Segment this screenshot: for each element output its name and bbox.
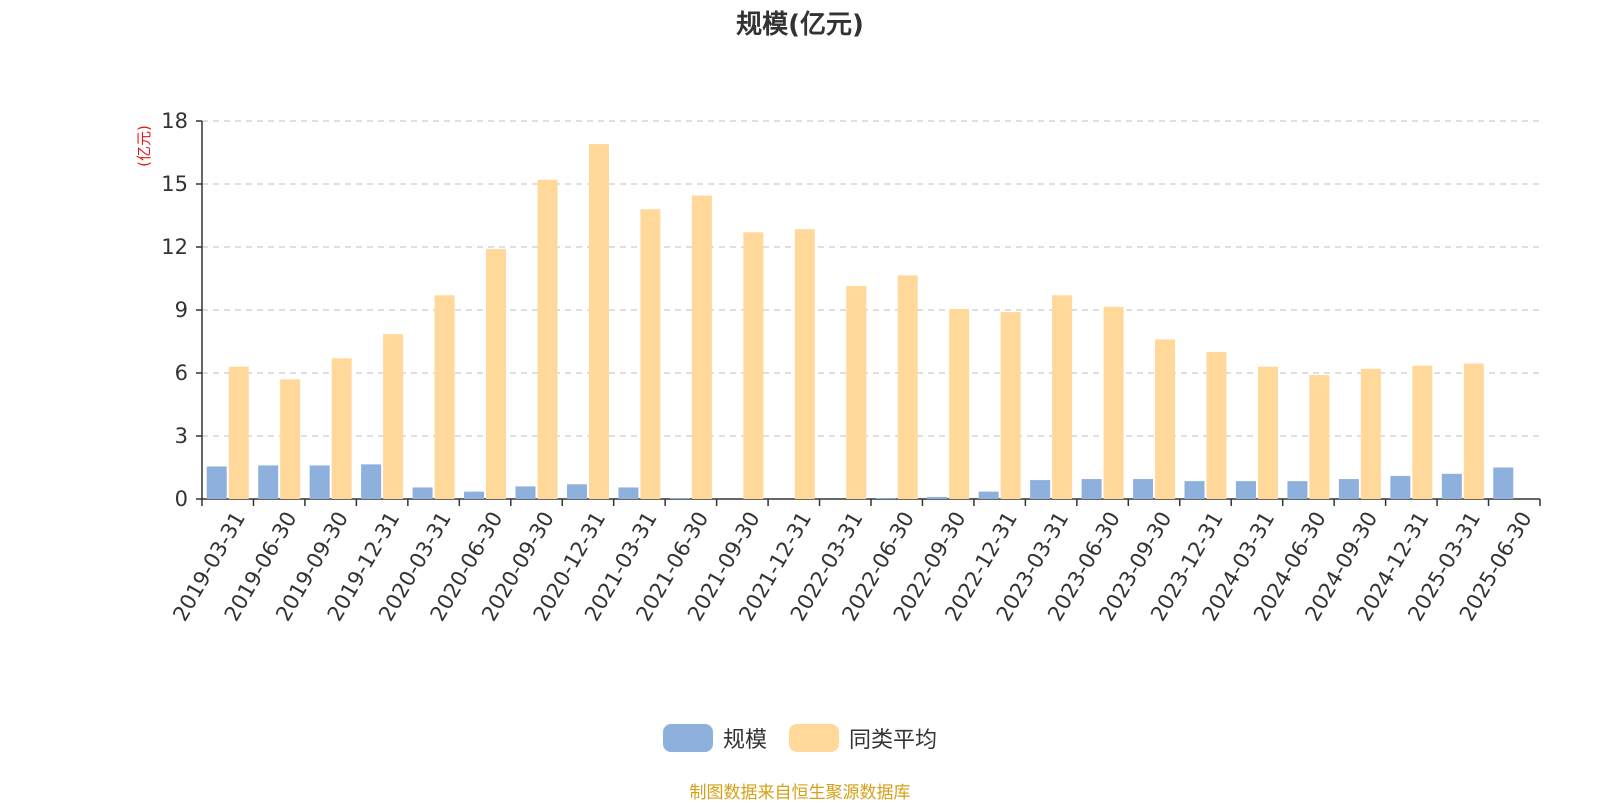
bar-peer-average	[331, 358, 352, 499]
y-tick-label: 0	[175, 487, 188, 511]
bar-scale	[1184, 481, 1205, 499]
bar-scale	[1493, 467, 1514, 499]
bar-peer-average	[434, 295, 455, 499]
bar-scale	[1390, 475, 1411, 499]
bar-peer-average	[1206, 352, 1227, 499]
bar-scale	[258, 465, 279, 499]
bar-scale	[1081, 479, 1102, 499]
bar-scale	[464, 491, 485, 499]
bar-scale	[669, 497, 690, 499]
y-tick-label: 9	[175, 298, 188, 322]
y-axis-unit-label: (亿元)	[135, 125, 153, 167]
bar-peer-average	[1463, 363, 1484, 499]
y-tick-label: 18	[161, 109, 188, 133]
bar-peer-average	[1155, 339, 1176, 499]
bar-peer-average	[1412, 365, 1433, 499]
legend-swatch-scale	[662, 724, 713, 752]
bar-peer-average	[1000, 312, 1021, 499]
bar-peer-average	[640, 209, 661, 499]
bar-peer-average	[537, 179, 558, 500]
y-tick-label: 12	[161, 235, 188, 259]
bar-peer-average	[794, 229, 815, 499]
bar-peer-average	[588, 144, 609, 499]
bar-scale	[978, 491, 999, 499]
bar-scale	[1235, 481, 1256, 499]
bar-scale	[1133, 479, 1154, 499]
legend-label-peer-average: 同类平均	[849, 728, 938, 753]
bar-scale	[1441, 473, 1462, 499]
bar-peer-average	[1103, 306, 1124, 499]
bar-peer-average	[1052, 295, 1073, 499]
legend-label-scale: 规模	[722, 728, 767, 753]
bar-peer-average	[897, 275, 918, 499]
legend: 规模 同类平均	[0, 722, 1600, 754]
bar-scale	[515, 486, 536, 499]
bar-peer-average	[383, 334, 404, 499]
bar-scale	[361, 464, 382, 499]
bar-peer-average	[1309, 375, 1330, 499]
legend-item-scale[interactable]: 规模	[662, 722, 767, 754]
bar-scale	[309, 465, 330, 499]
bar-scale	[566, 484, 587, 499]
y-tick-label: 3	[175, 424, 188, 448]
bar-scale	[1287, 481, 1308, 499]
bar-scale	[206, 466, 227, 499]
source-note: 制图数据来自恒生聚源数据库	[689, 783, 911, 803]
y-tick-label: 6	[175, 361, 188, 385]
bar-scale	[875, 497, 896, 499]
bar-scale	[1338, 479, 1359, 499]
y-tick-label: 15	[161, 172, 188, 196]
legend-swatch-peer-average	[789, 724, 839, 752]
bar-peer-average	[486, 249, 507, 499]
bar-peer-average	[280, 379, 301, 499]
bar-peer-average	[743, 232, 764, 500]
bar-peer-average	[228, 366, 249, 499]
bar-peer-average	[1257, 366, 1278, 499]
bar-peer-average	[949, 308, 970, 499]
bar-scale	[618, 487, 639, 499]
bar-peer-average	[846, 285, 867, 499]
bar-scale	[412, 487, 433, 499]
bar-chart: 0369121518(亿元)2019-03-312019-06-302019-0…	[135, 109, 1541, 625]
bar-peer-average	[691, 195, 712, 500]
legend-item-peer-average[interactable]: 同类平均	[789, 722, 937, 754]
bar-scale	[927, 496, 948, 499]
bar-scale	[1030, 480, 1051, 499]
chart-title: 规模(亿元)	[736, 10, 864, 40]
bar-peer-average	[1360, 368, 1381, 499]
